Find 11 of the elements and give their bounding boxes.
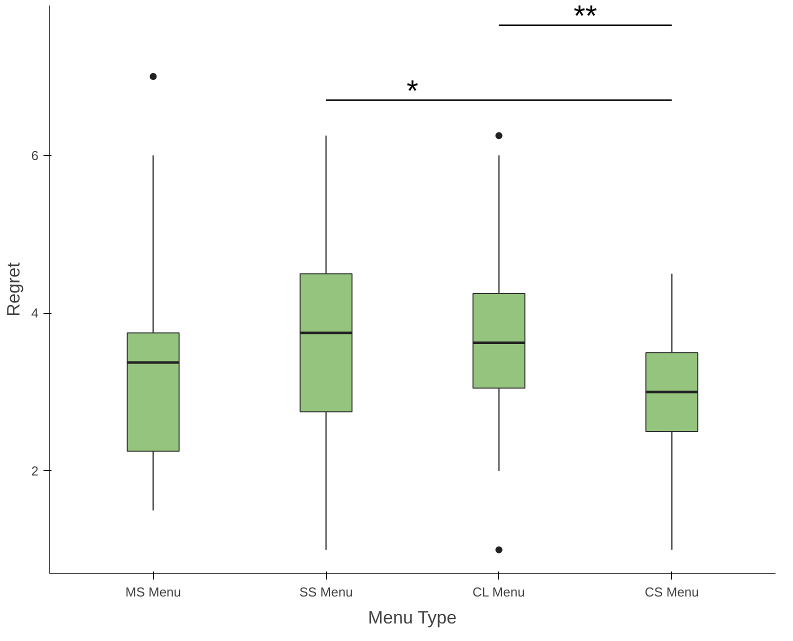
annotation: * bbox=[406, 75, 419, 108]
x-tick-label: SS Menu bbox=[299, 584, 353, 600]
y-tick-label: 4 bbox=[31, 306, 39, 321]
y-tick-label: 2 bbox=[31, 463, 39, 478]
x-axis-title: Menu Type bbox=[368, 608, 457, 628]
annotation: ** bbox=[574, 0, 598, 34]
x-tick-label: MS Menu bbox=[125, 584, 182, 600]
x-tick-label: CL Menu bbox=[472, 584, 525, 600]
y-axis-title: Regret bbox=[3, 262, 24, 317]
y-tick-label: 6 bbox=[31, 148, 39, 163]
x-tick-label: CS Menu bbox=[644, 584, 699, 600]
